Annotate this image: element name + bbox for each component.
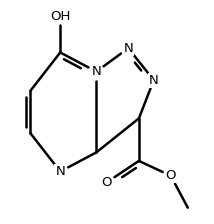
Text: N: N (92, 65, 101, 78)
Text: N: N (123, 42, 133, 55)
Text: N: N (149, 74, 159, 87)
Text: OH: OH (50, 10, 70, 23)
Text: O: O (166, 169, 176, 182)
Text: O: O (102, 176, 112, 189)
Text: N: N (55, 165, 65, 178)
